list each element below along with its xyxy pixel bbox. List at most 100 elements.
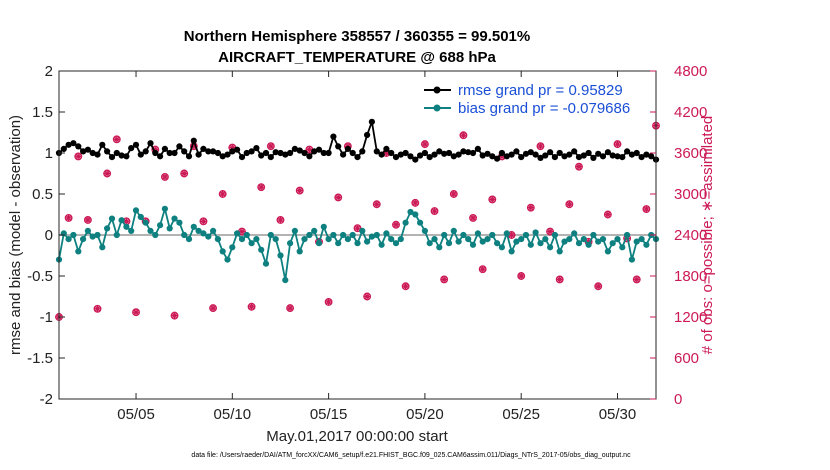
rmse-point: [614, 153, 621, 160]
obs-assimilated-marker: [459, 131, 468, 139]
rmse-point: [171, 149, 178, 157]
rmse-point: [638, 154, 645, 161]
rmse-point: [80, 148, 87, 155]
bias-point: [330, 231, 337, 239]
bias-point: [522, 231, 530, 239]
rmse-point: [633, 149, 640, 157]
rmse-point: [354, 154, 361, 161]
rmse-point: [272, 149, 279, 156]
bias-point: [518, 236, 525, 243]
rmse-point: [238, 154, 246, 161]
rmse-point: [450, 153, 457, 160]
obs-assimilated-marker: [604, 210, 612, 219]
rmse-point: [561, 153, 568, 160]
rmse-point: [99, 141, 106, 148]
bias-point: [619, 244, 626, 251]
bias-point: [60, 230, 67, 237]
bias-point: [465, 236, 472, 243]
rmse-point: [532, 151, 539, 158]
bias-point: [604, 248, 612, 255]
bias-point: [595, 238, 602, 245]
obs-assimilated-marker: [199, 217, 208, 225]
rmse-point: [421, 149, 428, 157]
obs-assimilated-marker: [392, 221, 400, 229]
legend-bias-marker: [433, 104, 441, 112]
bias-point: [407, 208, 414, 216]
bias-point: [181, 231, 188, 239]
legend: rmse grand pr = 0.95829 bias grand pr = …: [424, 82, 630, 117]
obs-assimilated-marker: [353, 224, 362, 232]
y-tick-label: 1: [45, 145, 53, 162]
bias-point: [243, 231, 250, 239]
rmse-point: [542, 152, 549, 159]
bias-point: [272, 236, 279, 243]
obs-assimilated-marker: [469, 214, 477, 222]
bias-point: [166, 225, 173, 232]
rmse-point: [301, 149, 308, 157]
y-tick-label: -0.5: [27, 268, 53, 285]
bias-point: [590, 231, 597, 239]
legend-bias-label: bias grand pr = -0.079686: [458, 100, 630, 117]
obs-assimilated-marker: [219, 190, 227, 198]
rmse-point: [537, 154, 544, 161]
rmse-point: [445, 149, 453, 157]
bias-point: [624, 231, 631, 239]
bias-point: [441, 231, 448, 239]
bias-point: [65, 236, 72, 243]
obs-assimilated-marker: [633, 275, 641, 284]
obs-assimilated-marker: [575, 163, 583, 171]
y-right-tick-label: 1200: [674, 309, 707, 326]
rmse-point: [325, 149, 332, 157]
bias-point: [75, 248, 82, 255]
bias-point: [340, 231, 347, 239]
bias-point: [94, 231, 101, 239]
bias-point: [354, 240, 361, 247]
rmse-point: [566, 151, 573, 158]
rmse-point: [412, 156, 419, 163]
bias-point: [200, 230, 207, 237]
rmse-point: [94, 151, 101, 158]
y-right-tick-label: 0: [674, 391, 682, 408]
bias-point: [402, 219, 409, 226]
rmse-point: [181, 148, 188, 155]
bias-point: [609, 240, 616, 247]
rmse-point: [469, 149, 477, 157]
rmse-point: [460, 148, 467, 155]
obs-assimilated-marker: [430, 207, 439, 215]
bias-point: [152, 231, 159, 239]
bias-point: [176, 219, 183, 226]
obs-assimilated-marker: [517, 272, 525, 280]
obs-assimilated-marker: [402, 282, 410, 290]
bias-point: [455, 238, 462, 245]
rmse-point: [508, 151, 515, 158]
rmse-point: [137, 151, 144, 158]
rmse-point: [595, 150, 602, 157]
obs-assimilated-marker: [296, 186, 304, 195]
legend-rmse-label: rmse grand pr = 0.95829: [458, 82, 623, 99]
obs-assimilated-marker: [536, 142, 545, 150]
bias-point: [325, 236, 332, 243]
bias-point: [80, 236, 87, 243]
rmse-point: [185, 153, 193, 160]
bias-point: [311, 227, 318, 234]
bias-point: [296, 248, 303, 255]
bias-point: [349, 231, 356, 239]
obs-assimilated-marker: [276, 216, 285, 224]
rmse-point: [205, 148, 212, 155]
bias-point: [508, 248, 515, 255]
obs-assimilated-marker: [565, 200, 573, 208]
bias-point: [104, 225, 111, 232]
bias-point: [315, 240, 323, 247]
rmse-point: [359, 148, 366, 155]
x-tick-label: 05/05: [117, 406, 155, 423]
rmse-point: [161, 145, 168, 152]
bias-point: [417, 219, 424, 226]
rmse-point: [108, 154, 116, 161]
rmse-point: [128, 145, 135, 152]
rmse-point: [75, 143, 82, 150]
rmse-point: [364, 131, 371, 139]
bias-point: [359, 227, 366, 234]
rmse-point: [344, 145, 351, 152]
bias-point: [89, 233, 96, 240]
bias-point: [262, 260, 270, 267]
